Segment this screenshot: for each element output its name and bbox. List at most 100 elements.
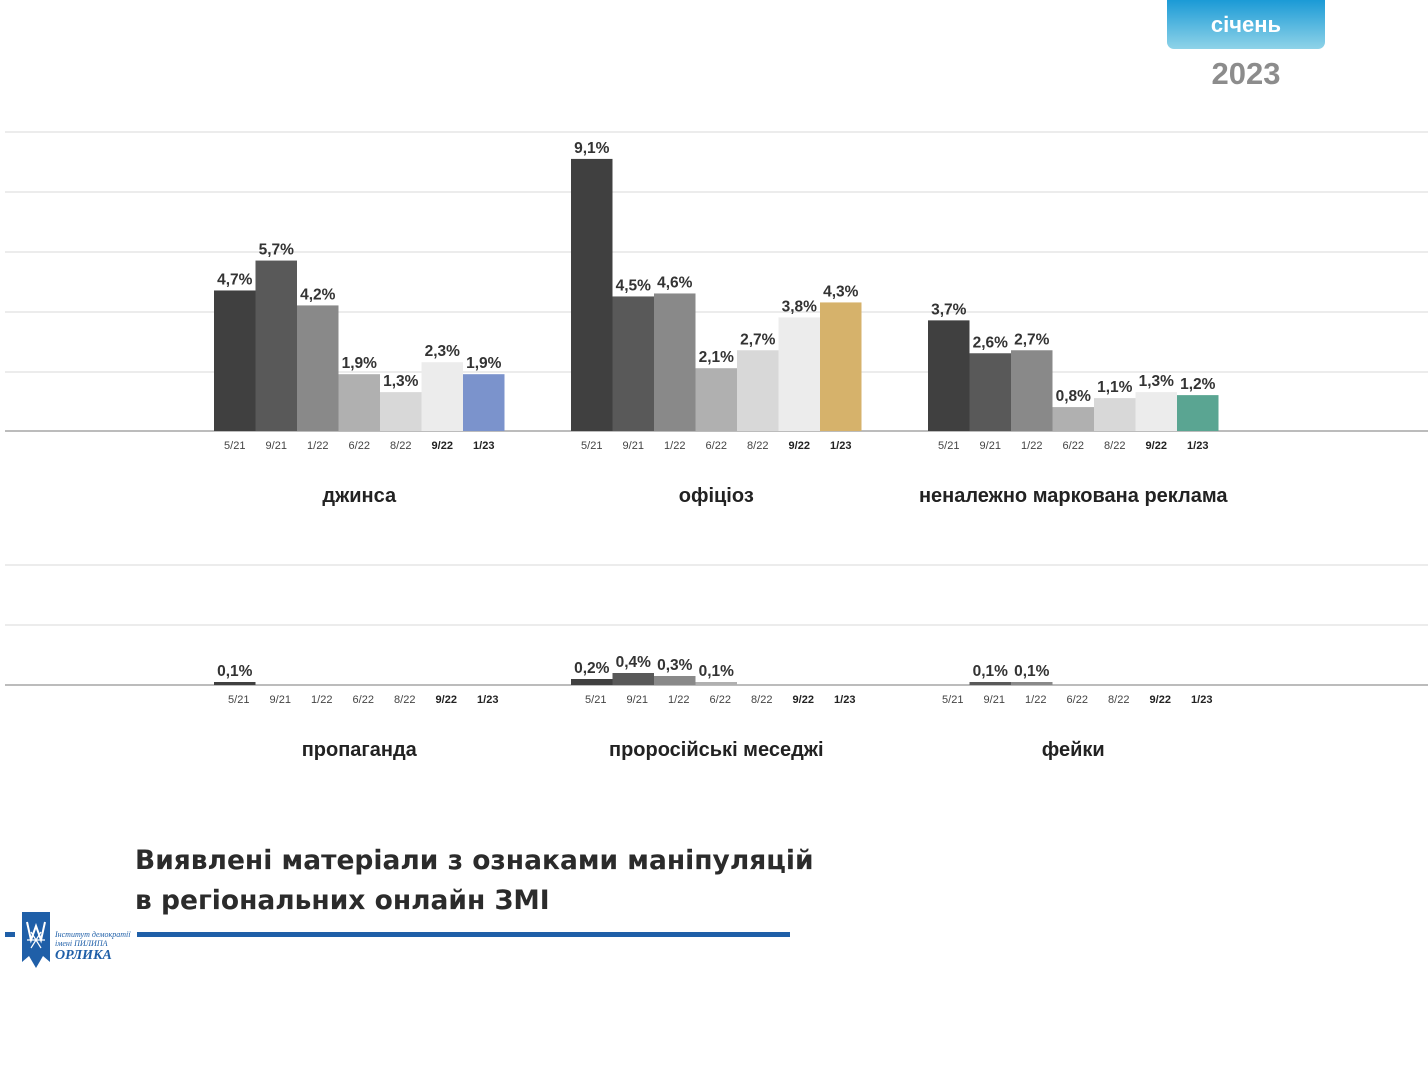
data-label: 3,8% [782, 298, 818, 315]
bar-charts: 4,7% 5/21 5,7% 9/21 4,2% 1/22 1,9% 6/22 1,3% 8/22… [5, 131, 1428, 761]
bar [380, 392, 422, 431]
bar [421, 362, 463, 431]
data-label: 2,1% [699, 349, 735, 366]
data-label: 3,7% [931, 301, 967, 318]
bar [214, 290, 256, 431]
tick-label: 8/22 [394, 694, 415, 706]
category-label: офіціоз [679, 485, 754, 507]
tick-label: 5/21 [938, 440, 959, 452]
bar [1011, 682, 1053, 685]
logo-line-1: Інститут демократії [55, 930, 131, 939]
data-label: 1,3% [1139, 373, 1175, 390]
institute-logo: Інститут демократії імені ПИЛИПА ОРЛИКА [22, 912, 132, 972]
bar [778, 317, 820, 431]
tick-label: 9/21 [623, 440, 644, 452]
bar [463, 374, 505, 431]
tick-label: 6/22 [349, 440, 370, 452]
tick-label: 5/21 [585, 694, 606, 706]
data-label: 0,1% [217, 663, 253, 680]
tick-label: 6/22 [1067, 694, 1088, 706]
bar [1094, 398, 1136, 431]
bar [571, 679, 613, 685]
bar [255, 260, 297, 431]
data-label: 4,6% [657, 274, 693, 291]
tick-label: 5/21 [224, 440, 245, 452]
data-label: 0,1% [1014, 663, 1050, 680]
tick-label: 1/22 [1021, 440, 1042, 452]
data-label: 2,3% [425, 343, 461, 360]
tick-label: 1/23 [1191, 694, 1212, 706]
tick-label: 9/22 [432, 440, 453, 452]
tick-label: 9/22 [1150, 694, 1171, 706]
tick-label: 5/21 [228, 694, 249, 706]
data-label: 1,9% [466, 355, 502, 372]
tick-label: 8/22 [751, 694, 772, 706]
data-label: 0,2% [574, 660, 610, 677]
tick-label: 9/22 [436, 694, 457, 706]
category-label: пропаганда [302, 739, 418, 761]
bar [612, 296, 654, 431]
bar [695, 368, 737, 431]
data-label: 9,1% [574, 140, 610, 157]
bar [969, 682, 1011, 685]
tick-label: 8/22 [390, 440, 411, 452]
bar [695, 682, 737, 685]
bar [654, 676, 696, 685]
category-label: джинса [322, 485, 397, 507]
data-label: 1,9% [342, 355, 378, 372]
title-line-2: в регіональних онлайн ЗМІ [135, 885, 550, 916]
tick-label: 5/21 [581, 440, 602, 452]
title-rule-dash [5, 932, 15, 937]
bar [297, 305, 339, 431]
data-label: 2,7% [1014, 331, 1050, 348]
category-label: неналежно маркована реклама [919, 485, 1228, 507]
logo-line-2: імені ПИЛИПА [55, 939, 108, 948]
tick-label: 6/22 [710, 694, 731, 706]
report-title: Виявлені матеріали з ознаками маніпуляці… [135, 841, 814, 921]
tick-label: 8/22 [1108, 694, 1129, 706]
tick-label: 1/23 [1187, 440, 1208, 452]
month-label: січень [1210, 11, 1282, 37]
tick-label: 9/21 [627, 694, 648, 706]
month-badge: січень [1167, 0, 1325, 49]
tick-label: 9/22 [789, 440, 810, 452]
tick-label: 1/23 [830, 440, 851, 452]
bar [612, 673, 654, 685]
bar [737, 350, 779, 431]
tick-label: 9/21 [984, 694, 1005, 706]
data-label: 1,1% [1097, 379, 1133, 396]
tick-label: 1/23 [473, 440, 494, 452]
bar [571, 158, 613, 431]
bar [1135, 392, 1177, 431]
tick-label: 9/21 [270, 694, 291, 706]
data-label: 0,8% [1056, 388, 1092, 405]
bar [1011, 350, 1053, 431]
data-label: 4,2% [300, 286, 336, 303]
category-label: фейки [1042, 739, 1105, 761]
tick-label: 5/21 [942, 694, 963, 706]
institute-name: Інститут демократії імені ПИЛИПА ОРЛИКА [55, 930, 135, 963]
data-label: 0,4% [616, 654, 652, 671]
tick-label: 6/22 [706, 440, 727, 452]
tick-label: 1/22 [311, 694, 332, 706]
data-label: 0,1% [973, 663, 1009, 680]
tick-label: 9/21 [980, 440, 1001, 452]
data-label: 4,5% [616, 277, 652, 294]
bar [1052, 407, 1094, 431]
tick-label: 1/22 [668, 694, 689, 706]
bar [969, 353, 1011, 431]
category-label: проросійські меседжі [609, 739, 824, 761]
tick-label: 1/23 [834, 694, 855, 706]
institute-emblem-icon [22, 912, 50, 968]
bar [654, 293, 696, 431]
bar [928, 320, 970, 431]
bar [1177, 395, 1219, 431]
tick-label: 9/22 [1146, 440, 1167, 452]
tick-label: 8/22 [1104, 440, 1125, 452]
data-label: 0,1% [699, 663, 735, 680]
tick-label: 6/22 [353, 694, 374, 706]
data-label: 2,7% [740, 331, 776, 348]
tick-label: 1/22 [664, 440, 685, 452]
tick-label: 1/23 [477, 694, 498, 706]
tick-label: 6/22 [1063, 440, 1084, 452]
